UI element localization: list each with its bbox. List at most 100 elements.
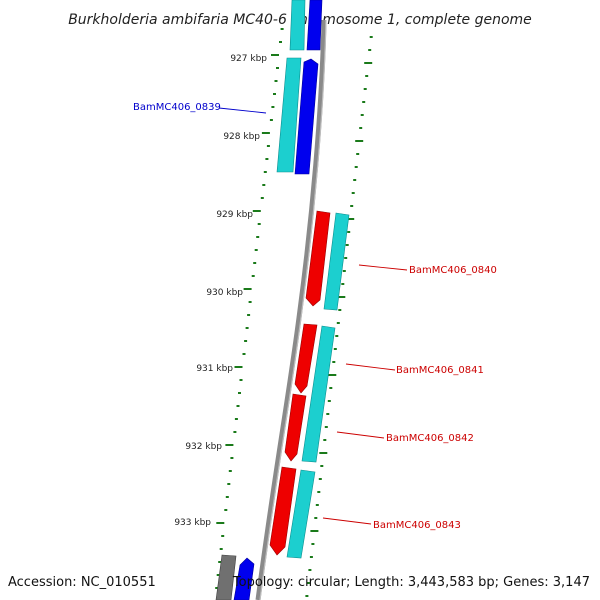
outer-track-tick <box>363 88 367 90</box>
gene-label-0840[interactable]: BamMC406_0840 <box>409 265 497 276</box>
outer-track-tick <box>335 335 339 337</box>
minor-scale-tick <box>227 483 231 485</box>
accession-text: Accession: NC_010551 <box>8 575 156 590</box>
leader-line <box>358 264 408 271</box>
cds-feature[interactable] <box>301 325 336 463</box>
minor-scale-tick <box>236 405 240 407</box>
minor-scale-tick <box>230 457 234 459</box>
scale-tick-label: 933 kbp <box>174 518 211 528</box>
leader-line <box>322 517 372 525</box>
outer-track-tick <box>328 374 337 376</box>
scale-tick-label: 931 kbp <box>196 364 233 374</box>
forward-gene-arrow[interactable] <box>233 557 255 600</box>
outer-track-tick <box>351 192 355 194</box>
minor-scale-tick <box>215 587 219 589</box>
outer-track-tick <box>344 257 348 259</box>
minor-scale-tick <box>266 145 270 147</box>
outer-track-tick <box>337 296 346 298</box>
outer-track-tick <box>360 114 364 116</box>
major-scale-tick <box>225 444 234 446</box>
reverse-gene-arrow[interactable] <box>305 210 331 307</box>
minor-scale-tick <box>245 327 249 329</box>
minor-scale-tick <box>228 470 232 472</box>
reverse-gene-arrow[interactable] <box>294 323 318 394</box>
minor-scale-tick <box>263 171 267 173</box>
outer-track-tick <box>309 556 313 558</box>
minor-scale-tick <box>262 184 266 186</box>
outer-track-tick <box>326 413 330 415</box>
topology-text: Topology: circular; Length: 3,443,583 bp… <box>232 575 590 590</box>
minor-scale-tick <box>248 301 252 303</box>
outer-track-tick <box>324 426 328 428</box>
cds-feature[interactable] <box>323 212 350 311</box>
outer-track-tick <box>342 270 346 272</box>
gene-label-0842[interactable]: BamMC406_0842 <box>386 433 474 444</box>
scale-tick-label: 929 kbp <box>216 210 253 220</box>
minor-scale-tick <box>251 275 255 277</box>
leader-line <box>345 363 396 371</box>
minor-scale-tick <box>224 509 228 511</box>
gene-label-0839[interactable]: BamMC406_0839 <box>133 102 221 113</box>
outer-track-tick <box>356 153 360 155</box>
minor-scale-tick <box>265 158 269 160</box>
minor-scale-tick <box>216 574 220 576</box>
minor-scale-tick <box>276 67 279 69</box>
outer-track-tick <box>338 309 342 311</box>
chromosome-backbone <box>255 19 327 600</box>
minor-scale-tick <box>239 379 243 381</box>
minor-scale-tick <box>247 314 251 316</box>
minor-scale-tick <box>254 249 258 251</box>
outer-track-tick <box>327 400 331 402</box>
outer-track-tick <box>336 322 340 324</box>
major-scale-tick <box>243 288 252 290</box>
minor-scale-tick <box>225 496 229 498</box>
minor-scale-tick <box>274 80 278 82</box>
outer-track-tick <box>341 283 345 285</box>
scale-tick-track <box>215 28 284 589</box>
minor-scale-tick <box>260 197 264 199</box>
outer-track-tick <box>354 166 358 168</box>
outer-track-tick <box>347 231 351 233</box>
outer-track-tick <box>323 439 327 441</box>
scale-tick-label: 927 kbp <box>230 54 267 64</box>
other-feature[interactable] <box>215 554 237 600</box>
outer-track-tick <box>365 75 369 77</box>
cds-feature[interactable] <box>276 57 302 173</box>
minor-scale-tick <box>218 561 222 563</box>
outer-dotted-track <box>305 36 373 597</box>
outer-track-tick <box>305 595 309 597</box>
outer-track-tick <box>359 127 363 129</box>
minor-scale-tick <box>238 392 241 394</box>
scale-tick-label: 930 kbp <box>206 288 243 298</box>
cds-feature[interactable] <box>289 0 306 51</box>
gene-labels: BamMC406_0839 BamMC406_0840 BamMC406_084… <box>133 102 497 531</box>
minor-scale-tick <box>257 223 261 225</box>
major-scale-tick <box>271 54 279 56</box>
minor-scale-tick <box>234 418 238 420</box>
outer-track-tick <box>333 348 337 350</box>
minor-scale-tick <box>256 236 260 238</box>
outer-track-tick <box>314 517 318 519</box>
reverse-gene-arrow[interactable] <box>269 466 297 556</box>
minor-scale-tick <box>219 548 223 550</box>
major-scale-tick <box>252 210 261 212</box>
outer-track-tick <box>346 218 355 220</box>
minor-scale-tick <box>279 41 282 43</box>
major-scale-tick <box>261 132 270 134</box>
minor-scale-tick <box>221 535 225 537</box>
gene-label-0843[interactable]: BamMC406_0843 <box>373 520 461 531</box>
forward-gene-arrow[interactable] <box>294 58 319 175</box>
gene-label-0841[interactable]: BamMC406_0841 <box>396 365 484 376</box>
outer-track-tick <box>319 452 328 454</box>
outer-track-tick <box>310 530 319 532</box>
minor-scale-tick <box>242 353 246 355</box>
outer-track-tick <box>320 465 324 467</box>
outer-track-tick <box>353 179 357 181</box>
reverse-gene-arrow[interactable] <box>284 393 307 462</box>
outer-track-tick <box>362 101 366 103</box>
minor-scale-tick <box>233 431 237 433</box>
forward-gene-arrow[interactable] <box>306 0 323 51</box>
minor-scale-tick <box>271 106 275 108</box>
cds-feature[interactable] <box>286 469 316 559</box>
